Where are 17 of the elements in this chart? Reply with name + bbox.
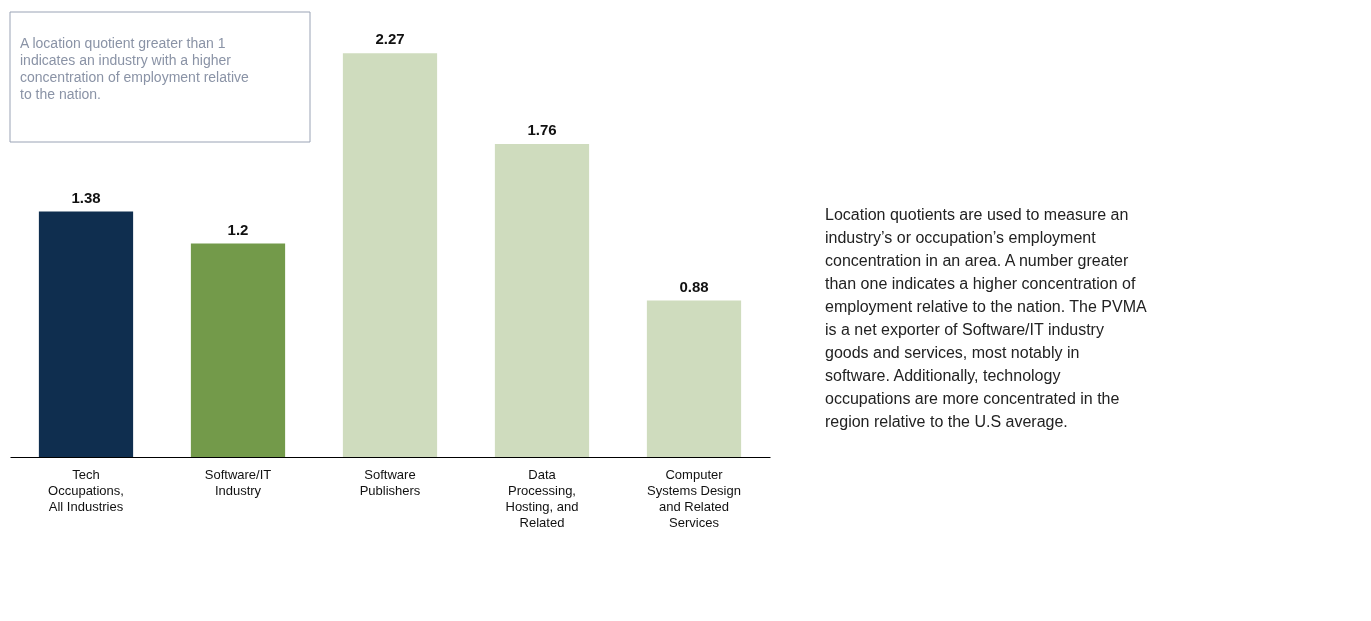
bar [646, 300, 742, 457]
data-label: 1.2 [227, 220, 249, 238]
text: Location quotients are used to measure an industry’s or occupation’s employment concentration in an area. A number greater than one indicates a higher concentration of employment relative to the nation. The PVMA is a net exporter of Software/IT industry goods and services, most notably in software. Additionally, technology occupations are more concentrated in the region relative to the U.S average. [825, 206, 1147, 430]
x-tick-label: Tech Occupations, All Industries [48, 467, 124, 514]
x-tick-label: Data Processing, Hosting, and Related [505, 467, 579, 530]
data-label: 2.27 [375, 30, 405, 48]
data-label: 1.76 [527, 121, 557, 139]
x-tick-label: Software/IT Industry [204, 467, 272, 498]
bar [190, 243, 286, 457]
x-tick-label: Computer Systems Design and Related Services [647, 467, 741, 530]
bar [342, 53, 438, 457]
annotation: A location quotient greater than 1 indicates an industry with a higher concentration of employment relative to the nation. [20, 35, 249, 102]
x-tick-label: Software Publishers [359, 467, 421, 498]
data-label: 1.38 [71, 188, 101, 206]
bar [494, 144, 590, 457]
data-label: 0.88 [679, 277, 709, 295]
bar [38, 211, 134, 457]
